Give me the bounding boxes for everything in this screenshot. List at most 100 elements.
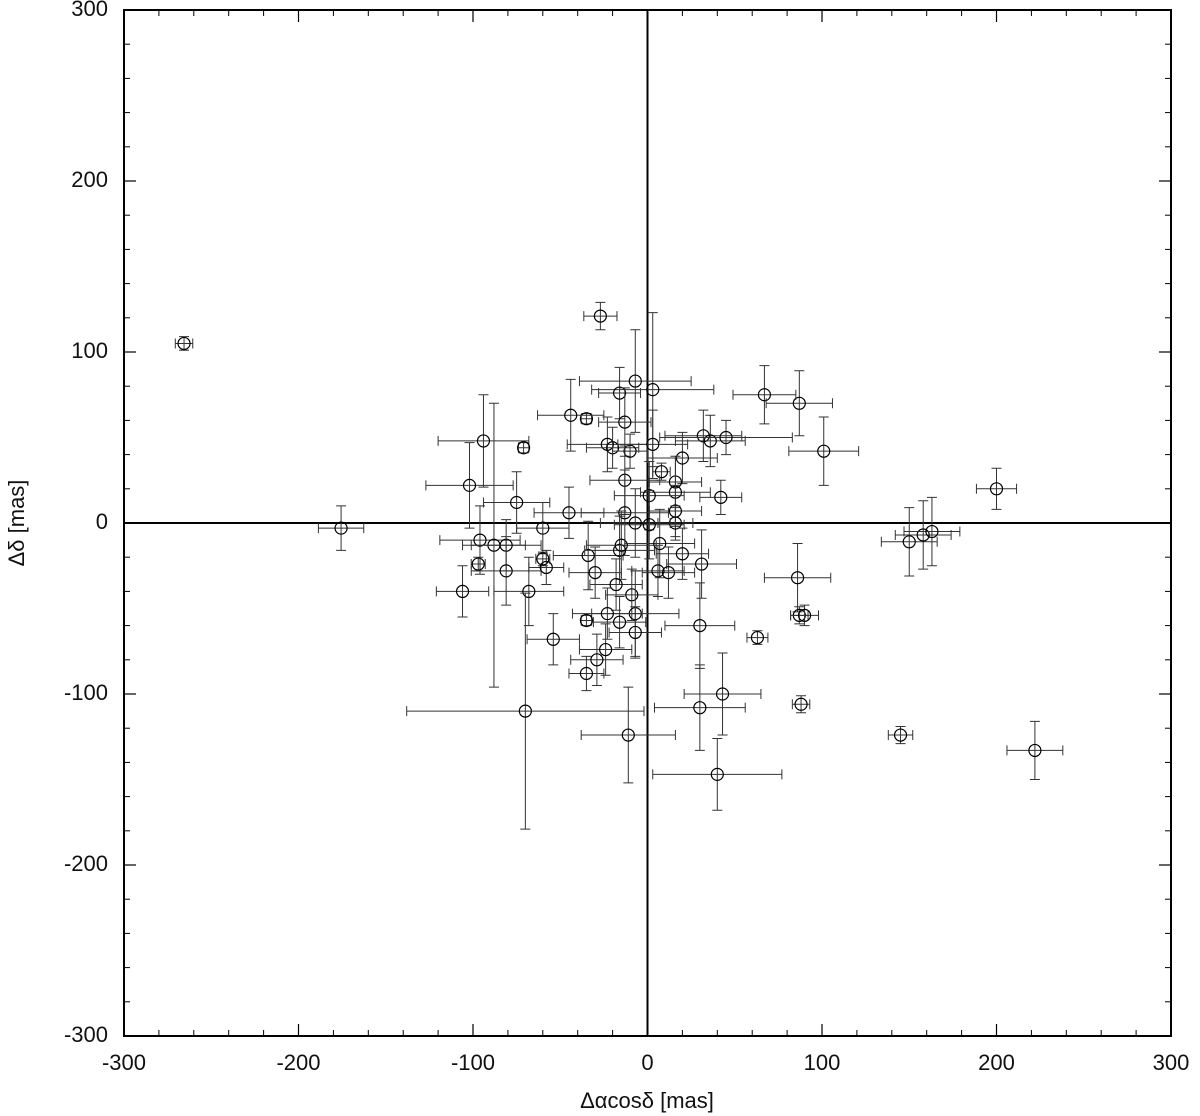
- point: [661, 565, 676, 580]
- point: [642, 518, 656, 532]
- point: [715, 687, 730, 701]
- y-error-bar: [179, 336, 190, 351]
- point: [564, 408, 578, 422]
- y-error-bar: [759, 365, 770, 425]
- y-error-bar: [752, 630, 763, 645]
- y-error-bar: [1029, 720, 1040, 780]
- point: [693, 701, 707, 715]
- point: [893, 728, 908, 742]
- point: [625, 588, 639, 602]
- point: [902, 535, 916, 549]
- point: [792, 396, 806, 410]
- point: [612, 543, 627, 557]
- y-tick-label: 300: [71, 0, 108, 21]
- point: [600, 607, 614, 621]
- y-error-bar: [904, 507, 915, 577]
- y-error-bar: [721, 419, 732, 456]
- point: [579, 666, 594, 681]
- point: [499, 564, 513, 578]
- y-error-bar: [520, 592, 531, 830]
- point: [794, 697, 808, 711]
- y-error-bar: [670, 505, 681, 541]
- y-error-bar: [595, 301, 606, 331]
- point: [612, 386, 627, 400]
- point: [614, 538, 628, 552]
- point: [546, 632, 560, 646]
- y-error-bar: [600, 623, 611, 676]
- point: [797, 608, 812, 622]
- point: [471, 557, 485, 571]
- point: [536, 552, 550, 566]
- point: [609, 577, 623, 592]
- y-error-bar: [478, 394, 489, 488]
- y-error-bar: [591, 633, 602, 686]
- point: [757, 388, 772, 402]
- point: [536, 521, 550, 535]
- y-error-bar: [644, 490, 655, 560]
- y-error-bar: [501, 536, 512, 606]
- point: [925, 524, 939, 539]
- y-error-bar: [474, 505, 485, 575]
- y-error-bar: [625, 433, 636, 469]
- plot-frame: [123, 9, 1172, 1037]
- point: [646, 383, 660, 397]
- point: [581, 548, 595, 563]
- y-error-bar: [663, 546, 674, 599]
- y-error-bar: [614, 596, 625, 649]
- point: [703, 434, 717, 448]
- point: [714, 490, 728, 504]
- point: [693, 618, 707, 633]
- point: [510, 495, 524, 510]
- y-error-bar: [677, 431, 688, 485]
- y-tick-label: 100: [71, 338, 108, 363]
- point: [618, 506, 632, 520]
- y-tick-label: 0: [96, 509, 108, 534]
- y-error-bar: [630, 329, 641, 433]
- y-tick-label: -100: [64, 680, 108, 705]
- point: [517, 441, 531, 455]
- point: [916, 528, 930, 542]
- y-error-bar: [464, 442, 475, 529]
- x-tick-label: -200: [276, 1050, 320, 1075]
- point: [579, 412, 594, 426]
- point: [646, 437, 660, 451]
- point: [522, 584, 536, 599]
- point: [675, 547, 690, 561]
- y-error-bar: [565, 378, 576, 452]
- point: [473, 533, 487, 547]
- point: [334, 521, 348, 535]
- point: [177, 336, 191, 351]
- point: [590, 653, 604, 667]
- point: [1028, 743, 1042, 758]
- y-error-bar: [696, 529, 707, 599]
- y-error-bar: [457, 565, 468, 618]
- y-error-bar: [581, 655, 592, 692]
- y-error-bar: [654, 508, 665, 579]
- y-error-bar: [717, 652, 728, 736]
- point: [750, 630, 765, 645]
- y-error-bar: [698, 409, 709, 462]
- point: [628, 374, 642, 388]
- point: [593, 309, 607, 323]
- y-error-bar: [715, 479, 726, 515]
- y-error-bar: [541, 549, 552, 586]
- point: [653, 536, 667, 551]
- point: [628, 625, 642, 640]
- y-error-bar: [630, 606, 641, 659]
- y-error-bar: [926, 496, 937, 567]
- point: [654, 465, 669, 479]
- y-error-bar: [712, 737, 723, 811]
- point: [599, 642, 613, 657]
- y-error-bar: [602, 587, 613, 640]
- point: [817, 444, 831, 458]
- point: [588, 565, 602, 580]
- point: [476, 434, 491, 448]
- point: [710, 767, 724, 781]
- point: [579, 613, 594, 628]
- point: [455, 584, 470, 599]
- y-tick-label: 200: [71, 167, 108, 192]
- point: [989, 482, 1004, 496]
- y-tick-label: -300: [64, 1022, 108, 1047]
- point: [462, 478, 477, 492]
